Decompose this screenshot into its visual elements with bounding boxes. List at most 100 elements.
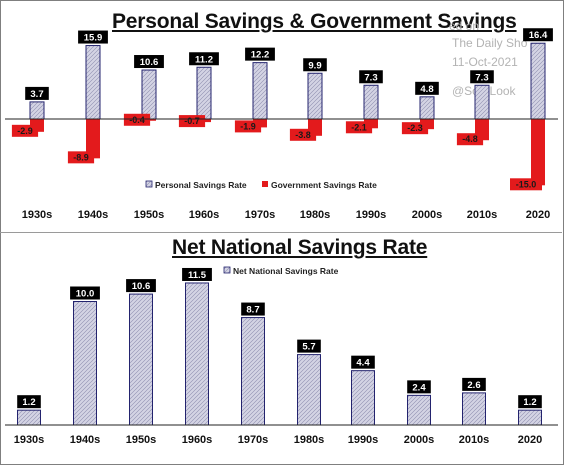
svg-text:3.7: 3.7 bbox=[30, 89, 43, 100]
svg-text:10.6: 10.6 bbox=[132, 281, 151, 292]
government-savings-data-label: -0.4 bbox=[123, 113, 151, 126]
svg-text:4.4: 4.4 bbox=[356, 358, 370, 369]
svg-text:7.3: 7.3 bbox=[364, 72, 377, 83]
net-savings-bar bbox=[351, 370, 375, 426]
net-savings-data-label: 10.6 bbox=[126, 279, 156, 293]
personal-savings-bar bbox=[474, 84, 490, 120]
x-tick-label: 1980s bbox=[300, 209, 331, 221]
svg-text:10.0: 10.0 bbox=[76, 289, 95, 300]
bottom-chart-title: Net National Savings Rate bbox=[172, 236, 428, 259]
net-savings-data-label: 5.7 bbox=[297, 339, 321, 353]
legend-swatch-government bbox=[262, 181, 268, 187]
personal-savings-bar bbox=[29, 101, 45, 120]
svg-text:5.7: 5.7 bbox=[302, 342, 315, 353]
x-tick-label: 1950s bbox=[126, 434, 157, 446]
svg-text:8.7: 8.7 bbox=[246, 305, 259, 316]
personal-savings-bar bbox=[530, 42, 546, 120]
legend-label-government: Government Savings Rate bbox=[271, 180, 377, 190]
svg-text:11.5: 11.5 bbox=[188, 270, 207, 281]
net-savings-data-label: 2.4 bbox=[407, 380, 431, 394]
net-savings-bar bbox=[129, 293, 153, 426]
personal-savings-bar bbox=[363, 84, 379, 120]
net-savings-data-label: 4.4 bbox=[351, 355, 375, 369]
personal-government-savings-chart: 3.7 -2.9 1930s 15.9 -8.9 1940s 10.6 -0.4 1950s 11… bbox=[5, 28, 558, 221]
personal-savings-data-label: 11.2 bbox=[189, 52, 219, 66]
bottom-legend: Net National Savings Rate bbox=[223, 266, 339, 276]
government-savings-bar bbox=[531, 119, 545, 186]
net-savings-data-label: 1.2 bbox=[518, 395, 542, 409]
svg-text:-1.9: -1.9 bbox=[240, 121, 256, 131]
svg-text:-2.9: -2.9 bbox=[17, 126, 33, 136]
svg-text:9.9: 9.9 bbox=[308, 60, 321, 71]
net-savings-data-label: 1.2 bbox=[17, 395, 41, 409]
net-savings-data-label: 11.5 bbox=[182, 267, 212, 281]
x-tick-label: 1960s bbox=[182, 434, 213, 446]
government-savings-data-label: -8.9 bbox=[67, 151, 95, 164]
svg-text:4.8: 4.8 bbox=[420, 84, 433, 95]
svg-text:11.2: 11.2 bbox=[195, 54, 213, 65]
personal-savings-bar bbox=[141, 69, 157, 120]
x-tick-label: 2020 bbox=[526, 209, 550, 221]
net-savings-bar bbox=[73, 301, 97, 426]
personal-savings-data-label: 16.4 bbox=[523, 28, 553, 42]
personal-savings-data-label: 9.9 bbox=[303, 58, 327, 72]
personal-savings-bar bbox=[85, 45, 101, 120]
government-savings-bar bbox=[86, 119, 100, 159]
x-tick-label: 1940s bbox=[70, 434, 101, 446]
net-savings-data-label: 8.7 bbox=[241, 302, 265, 316]
government-savings-data-label: -0.7 bbox=[178, 115, 206, 128]
net-savings-bar bbox=[185, 282, 209, 426]
svg-text:-15.0: -15.0 bbox=[516, 179, 537, 189]
x-tick-label: 1950s bbox=[134, 209, 165, 221]
svg-text:10.6: 10.6 bbox=[140, 57, 159, 68]
net-savings-bar bbox=[407, 394, 431, 426]
government-savings-data-label: -2.9 bbox=[11, 124, 39, 137]
svg-text:1.2: 1.2 bbox=[523, 397, 536, 408]
government-savings-data-label: -15.0 bbox=[510, 178, 542, 191]
government-savings-data-label: -3.8 bbox=[289, 128, 317, 141]
watermark-line-2: The Daily Sho bbox=[452, 36, 528, 50]
personal-savings-bar bbox=[252, 62, 268, 120]
personal-savings-data-label: 12.2 bbox=[245, 47, 275, 61]
legend-swatch-personal bbox=[145, 180, 153, 188]
net-savings-data-label: 2.6 bbox=[462, 377, 486, 391]
net-savings-bar bbox=[518, 409, 542, 426]
svg-text:-8.9: -8.9 bbox=[73, 152, 89, 162]
x-tick-label: 1930s bbox=[14, 434, 45, 446]
svg-text:7.3: 7.3 bbox=[475, 72, 488, 83]
x-tick-label: 1980s bbox=[294, 434, 325, 446]
svg-text:-0.7: -0.7 bbox=[184, 116, 200, 126]
svg-text:-3.8: -3.8 bbox=[295, 130, 311, 140]
svg-text:2.4: 2.4 bbox=[412, 382, 426, 393]
personal-savings-bar bbox=[419, 96, 435, 120]
x-tick-label: 2000s bbox=[404, 434, 435, 446]
x-tick-label: 1990s bbox=[356, 209, 387, 221]
svg-text:16.4: 16.4 bbox=[529, 30, 548, 41]
legend-label-personal: Personal Savings Rate bbox=[155, 180, 247, 190]
government-savings-data-label: -4.8 bbox=[456, 133, 484, 146]
net-savings-data-label: 10.0 bbox=[70, 286, 100, 300]
net-national-savings-chart: 1.2 1930s 10.0 1940s 10.6 1950s 11.5 1960s 8.7 19… bbox=[5, 266, 558, 446]
personal-savings-data-label: 3.7 bbox=[25, 86, 49, 100]
personal-savings-data-label: 7.3 bbox=[359, 70, 383, 84]
x-tick-label: 2010s bbox=[467, 209, 498, 221]
svg-text:-4.8: -4.8 bbox=[462, 134, 478, 144]
top-legend: Personal Savings Rate Government Savings … bbox=[145, 180, 377, 190]
net-savings-bar bbox=[462, 392, 486, 426]
legend-label-net: Net National Savings Rate bbox=[233, 266, 339, 276]
x-tick-label: 2000s bbox=[412, 209, 443, 221]
personal-savings-bar bbox=[307, 72, 323, 120]
x-tick-label: 1970s bbox=[238, 434, 269, 446]
svg-text:-2.1: -2.1 bbox=[351, 122, 367, 132]
personal-savings-bar bbox=[196, 66, 212, 120]
svg-text:12.2: 12.2 bbox=[251, 50, 270, 61]
svg-text:15.9: 15.9 bbox=[84, 33, 103, 44]
personal-savings-data-label: 7.3 bbox=[470, 70, 494, 84]
personal-savings-data-label: 10.6 bbox=[134, 55, 164, 69]
svg-text:-2.3: -2.3 bbox=[407, 123, 423, 133]
personal-savings-data-label: 4.8 bbox=[415, 81, 439, 95]
net-savings-bar bbox=[241, 317, 265, 426]
net-savings-bar bbox=[297, 354, 321, 426]
government-savings-data-label: -2.3 bbox=[401, 122, 429, 135]
panel-divider bbox=[0, 232, 562, 233]
